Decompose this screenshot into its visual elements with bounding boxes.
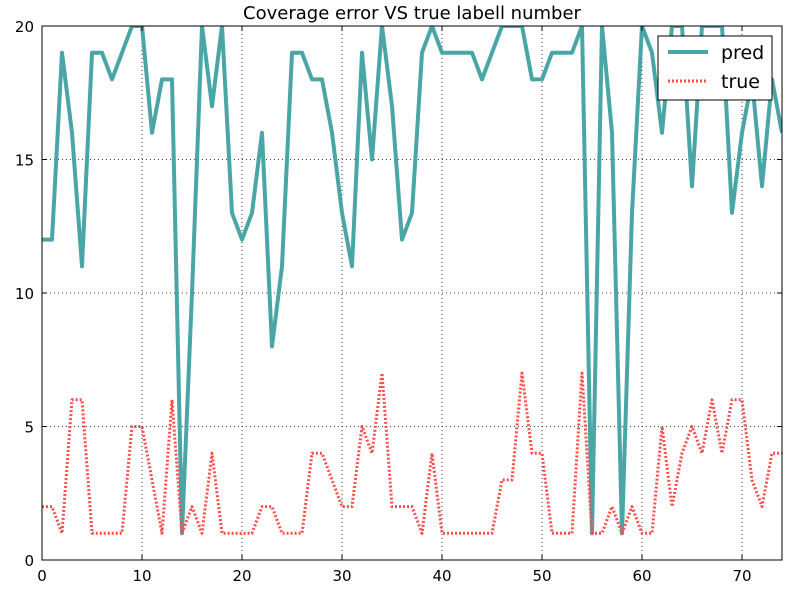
x-tick-label: 60 [632,567,651,585]
series-line-pred [42,26,782,536]
y-tick-label: 20 [15,18,34,36]
series-line-true [42,371,782,535]
x-tick-label: 10 [132,567,151,585]
x-tick-label: 20 [232,567,251,585]
x-tick-label: 0 [37,567,47,585]
y-tick-label: 10 [15,285,34,303]
grid [41,25,782,561]
chart-title: Coverage error VS true labell number [243,3,581,24]
x-tick-label: 50 [532,567,551,585]
series-layer [42,26,782,536]
x-tick-label: 70 [732,567,751,585]
legend-box [657,35,773,101]
axis-ticks: 0 10 20 30 40 50 60 70 0 5 10 15 20 [15,18,782,585]
legend: pred true [657,35,773,101]
legend-label-pred: pred [721,42,764,64]
x-tick-label: 30 [332,567,351,585]
x-tick-label: 40 [432,567,451,585]
legend-label-true: true [721,71,760,93]
y-tick-label: 0 [24,552,34,570]
y-tick-label: 15 [15,152,34,170]
y-tick-label: 5 [24,419,34,437]
